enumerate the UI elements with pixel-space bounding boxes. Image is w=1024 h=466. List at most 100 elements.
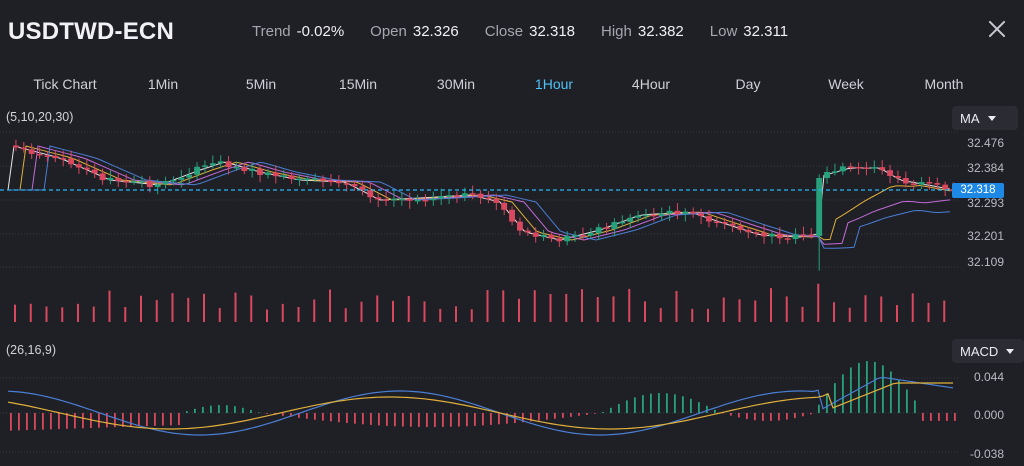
candle-body — [304, 178, 311, 180]
candle-body — [438, 196, 445, 199]
macd-bar — [858, 362, 860, 413]
ma-indicator-dropdown[interactable]: MA — [952, 106, 1018, 130]
candle-body — [587, 233, 594, 236]
candle-body — [572, 235, 578, 237]
candle-body — [328, 180, 334, 183]
y-tick-label: 32.476 — [967, 136, 1004, 150]
candle-body — [406, 198, 413, 201]
candle-body — [698, 213, 704, 217]
volume-bar — [218, 308, 221, 322]
stat-low: Low 32.311 — [709, 23, 789, 40]
macd-bar — [914, 400, 916, 413]
macd-bar — [530, 413, 532, 422]
candle-body — [335, 181, 342, 184]
macd-bar — [954, 413, 956, 421]
candle-body — [816, 178, 823, 236]
macd-bar — [682, 396, 684, 413]
candle-body — [44, 155, 51, 157]
macd-bar — [610, 407, 612, 413]
volume-bar — [770, 288, 772, 322]
candle-body — [422, 199, 429, 202]
volume-bar — [61, 307, 64, 322]
candle-body — [265, 172, 271, 176]
macd-bar — [882, 365, 884, 413]
candle-body — [359, 186, 366, 191]
macd-bar — [770, 413, 772, 421]
tab-week[interactable]: Week — [828, 76, 864, 92]
y-tick-label: 32.384 — [967, 161, 1004, 175]
volume-bar — [691, 308, 694, 322]
candle-body — [580, 235, 586, 237]
tab-day[interactable]: Day — [735, 76, 761, 92]
candle-body — [469, 193, 476, 195]
candle-body — [391, 198, 397, 201]
candle-body — [367, 190, 374, 198]
macd-bar — [98, 413, 100, 428]
signal-line — [7, 382, 953, 430]
tab-4hour[interactable]: 4Hour — [631, 76, 671, 92]
macd-bar — [346, 413, 348, 423]
tab-5min[interactable]: 5Min — [245, 76, 277, 92]
volume-bar — [392, 300, 394, 322]
macd-bar — [34, 413, 36, 430]
macd-bar — [370, 413, 372, 425]
volume-bar — [140, 295, 142, 322]
candle-body — [556, 238, 563, 242]
macd-indicator-dropdown[interactable]: MACD — [952, 339, 1024, 363]
candle-body — [855, 166, 862, 169]
candle-body — [737, 225, 744, 230]
candle-body — [776, 233, 783, 239]
tab-tick-chart[interactable]: Tick Chart — [33, 76, 97, 92]
candle-body — [351, 184, 358, 187]
macd-bar — [850, 367, 852, 413]
candle-body — [808, 234, 815, 237]
volume-bar — [281, 303, 284, 322]
volume-bar — [470, 309, 473, 322]
tab-1min[interactable]: 1Min — [147, 76, 179, 92]
candle-body — [272, 172, 279, 177]
candle-body — [643, 214, 649, 217]
candle-body — [619, 221, 626, 224]
macd-bar — [802, 413, 804, 417]
candle-body — [194, 166, 200, 175]
macd-bar — [482, 413, 484, 426]
candle-body — [233, 166, 240, 169]
volume-bar — [155, 300, 158, 322]
macd-bar — [226, 405, 228, 413]
volume-bar — [644, 301, 646, 322]
candle-body — [902, 177, 909, 184]
candle-body — [729, 223, 736, 226]
volume-bar — [313, 299, 316, 322]
macd-bar — [714, 409, 716, 413]
macd-bar — [498, 413, 500, 425]
macd-bar — [586, 413, 588, 415]
candle-body — [753, 232, 760, 234]
volume-bar — [785, 296, 788, 322]
volume-bar — [738, 299, 741, 322]
tab-30min[interactable]: 30Min — [436, 76, 476, 92]
macd-bar — [834, 383, 836, 413]
macd-bar — [138, 413, 140, 427]
candle-body — [154, 184, 161, 188]
candle-body — [209, 163, 216, 166]
macd-bar — [658, 393, 660, 413]
candle-body — [139, 180, 145, 183]
timeframe-tabs: Tick Chart 1Min 5Min 15Min 30Min 1Hour 4… — [0, 70, 1024, 100]
price-stats: Trend -0.02% Open 32.326 Close 32.318 High 3… — [252, 23, 788, 40]
tab-15min[interactable]: 15Min — [338, 76, 378, 92]
macd-bar — [82, 413, 84, 429]
candle-body — [76, 164, 82, 168]
tab-month[interactable]: Month — [924, 76, 964, 92]
ma-params: (5,10,20,30) — [6, 110, 74, 124]
macd-bar — [634, 397, 636, 413]
macd-bar — [242, 407, 244, 413]
volume-bar — [833, 302, 835, 322]
macd-bar — [794, 413, 796, 419]
tab-1hour[interactable]: 1Hour — [534, 76, 574, 92]
macd-bar — [162, 413, 164, 426]
macd-bar — [754, 413, 756, 421]
macd-bar — [202, 406, 204, 413]
macd-bar — [666, 393, 668, 413]
macd-bar — [322, 413, 324, 421]
candle-body — [52, 155, 59, 159]
